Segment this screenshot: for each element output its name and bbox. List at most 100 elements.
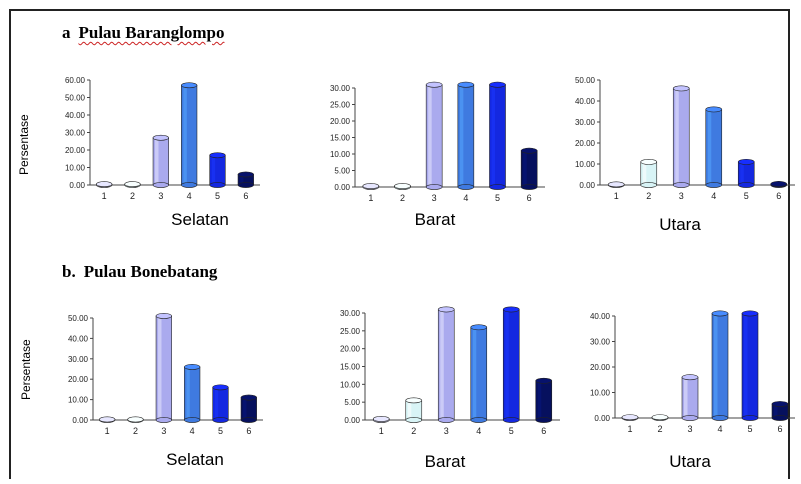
y-tick-label: 40.00: [68, 334, 89, 343]
bar-6: [237, 171, 254, 188]
bar-1: [621, 414, 639, 421]
bar-5: [209, 152, 226, 188]
section-a-letter: a: [62, 23, 71, 42]
bar-5: [741, 310, 759, 421]
bar-3: [672, 85, 690, 188]
x-tick-label: 5: [747, 424, 752, 434]
y-tick-label: 10.00: [68, 396, 89, 405]
x-tick-label: 5: [744, 191, 749, 201]
chart-title: Utara: [659, 215, 701, 234]
x-tick-label: 4: [711, 191, 716, 201]
chart-title: Utara: [669, 452, 711, 471]
y-tick-label: 30.00: [65, 129, 86, 138]
y-tick-label: 5.00: [334, 167, 350, 176]
section-b-label: b. Pulau Bonebatang: [62, 262, 217, 282]
section-a-name: Pulau Baranglompo: [78, 23, 225, 42]
y-tick-label: 20.00: [330, 117, 351, 126]
section-b-name: Pulau Bonebatang: [83, 262, 218, 281]
bar-5: [502, 306, 520, 423]
y-tick-label: 0.00: [334, 183, 350, 192]
bar-4: [705, 106, 723, 188]
section-a-label: a Pulau Baranglompo: [62, 23, 224, 43]
bar-2: [651, 414, 669, 421]
x-tick-label: 3: [679, 191, 684, 201]
x-tick-label: 1: [368, 193, 373, 203]
bar-3: [152, 134, 169, 188]
y-axis-label: Persentase: [17, 114, 31, 175]
x-tick-label: 2: [646, 191, 651, 201]
x-tick-label: 4: [187, 191, 192, 201]
x-tick-label: 6: [541, 426, 546, 436]
x-tick-label: 2: [133, 426, 138, 436]
chart-title: Selatan: [166, 450, 224, 469]
x-tick-label: 1: [102, 191, 107, 201]
x-tick-label: 3: [158, 191, 163, 201]
y-tick-label: 10.00: [330, 150, 351, 159]
x-tick-label: 6: [243, 191, 248, 201]
x-tick-label: 3: [444, 426, 449, 436]
y-tick-label: 30.00: [590, 338, 611, 347]
x-tick-label: 2: [400, 193, 405, 203]
bar-4: [181, 82, 198, 188]
y-tick-label: 30.00: [340, 309, 361, 318]
y-tick-label: 0.00: [72, 416, 88, 425]
y-tick-label: 30.00: [330, 84, 351, 93]
y-tick-label: 0.00: [579, 181, 595, 190]
bar-2: [405, 397, 423, 423]
bar-1: [362, 183, 380, 190]
bar-1: [607, 181, 625, 188]
x-tick-label: 3: [432, 193, 437, 203]
x-tick-label: 6: [777, 424, 782, 434]
y-tick-label: 15.00: [330, 134, 351, 143]
y-tick-label: 0.00: [69, 181, 85, 190]
y-tick-label: 10.00: [65, 164, 86, 173]
bar-5: [737, 158, 755, 188]
bar-2: [124, 181, 141, 188]
x-tick-label: 4: [717, 424, 722, 434]
x-tick-label: 5: [509, 426, 514, 436]
y-tick-label: 20.00: [65, 146, 86, 155]
x-tick-label: 1: [627, 424, 632, 434]
y-tick-label: 20.00: [590, 363, 611, 372]
bar-4: [457, 81, 475, 190]
figure-frame: [9, 9, 790, 479]
x-tick-label: 1: [379, 426, 384, 436]
bar-6: [240, 394, 257, 423]
x-tick-label: 6: [527, 193, 532, 203]
y-tick-label: 40.00: [65, 111, 86, 120]
y-tick-label: 20.00: [340, 345, 361, 354]
y-tick-label: 40.00: [575, 97, 596, 106]
y-axis-label: Persentase: [19, 339, 33, 400]
x-tick-label: 4: [463, 193, 468, 203]
chart-title: Barat: [425, 452, 466, 471]
bar-3: [681, 374, 699, 421]
x-tick-label: 5: [218, 426, 223, 436]
bar-4: [184, 364, 201, 423]
y-tick-label: 20.00: [68, 375, 89, 384]
y-tick-label: 50.00: [68, 314, 89, 323]
bar-1: [372, 416, 390, 423]
bar-5: [489, 81, 506, 190]
section-b-letter: b.: [62, 262, 76, 281]
y-tick-label: 30.00: [575, 118, 596, 127]
y-tick-label: 60.00: [65, 76, 86, 85]
y-tick-label: 15.00: [340, 363, 361, 372]
x-tick-label: 3: [687, 424, 692, 434]
y-tick-label: 25.00: [330, 101, 351, 110]
bar-1: [99, 416, 116, 423]
y-tick-label: 50.00: [575, 76, 596, 85]
y-tick-label: 0.00: [594, 414, 610, 423]
y-tick-label: 0.00: [344, 416, 360, 425]
bar-6: [771, 401, 789, 421]
bar-6: [535, 377, 553, 423]
x-tick-label: 5: [215, 191, 220, 201]
bar-2: [127, 416, 144, 423]
y-tick-label: 30.00: [68, 355, 89, 364]
bar-6: [520, 147, 538, 190]
bar-2: [394, 183, 411, 190]
x-tick-label: 4: [476, 426, 481, 436]
